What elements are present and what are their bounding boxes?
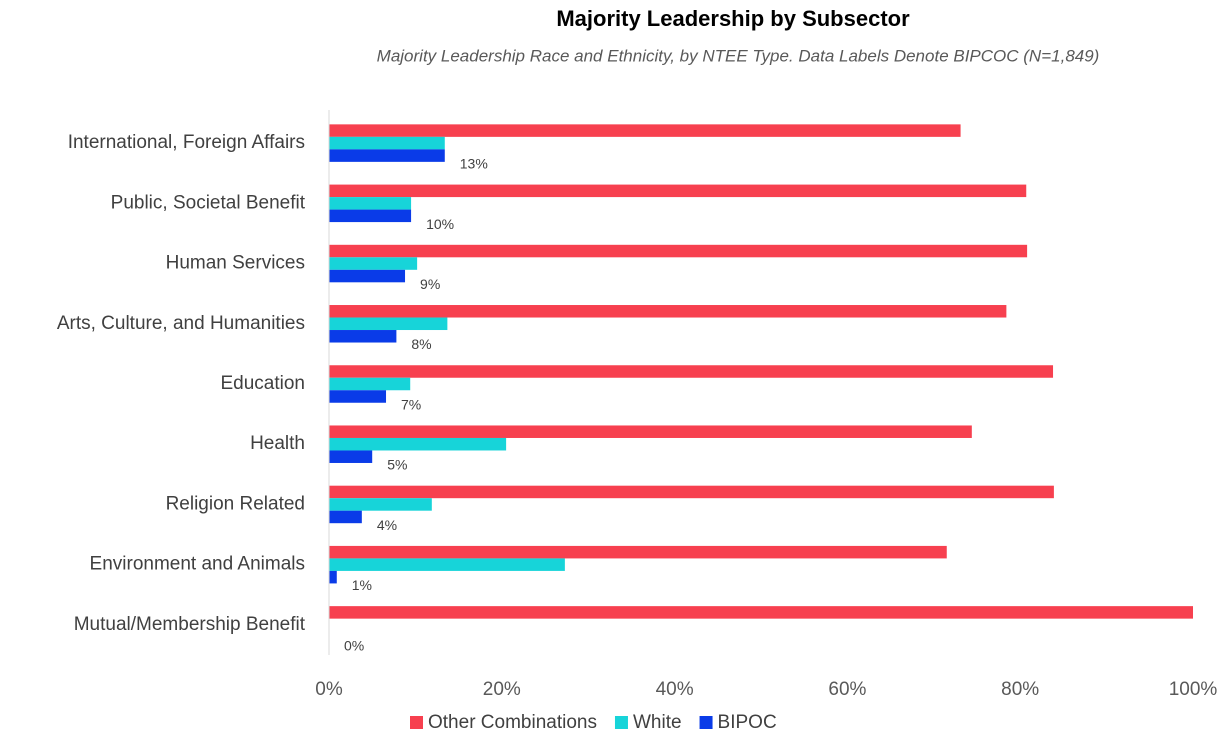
y-tick-label: Environment and Animals [90, 554, 305, 575]
bar [329, 305, 1007, 318]
legend-swatch [410, 716, 423, 729]
data-label: 8% [411, 336, 431, 352]
x-tick-label: 0% [315, 679, 343, 700]
bar [329, 365, 1054, 378]
bar [329, 377, 411, 391]
bar [329, 510, 362, 524]
bar [329, 425, 972, 438]
data-label: 9% [420, 276, 440, 292]
bar [329, 269, 406, 283]
y-tick-label: Mutual/Membership Benefit [74, 614, 306, 635]
bar [329, 124, 961, 137]
bar [329, 606, 1193, 619]
bar [329, 257, 418, 270]
bar [329, 437, 507, 451]
data-label: 4% [377, 517, 397, 533]
bar [329, 558, 565, 571]
bar [329, 197, 412, 210]
legend-swatch [614, 716, 628, 729]
x-tick-label: 80% [1001, 679, 1039, 700]
y-tick-label: Public, Societal Benefit [111, 192, 306, 213]
bar [329, 184, 1027, 198]
data-label: 0% [344, 637, 364, 653]
data-label: 13% [460, 156, 488, 172]
bar [329, 498, 432, 511]
data-label: 1% [352, 577, 372, 593]
chart-title: Majority Leadership by Subsector [556, 6, 910, 31]
bar [329, 330, 397, 343]
data-label: 7% [401, 396, 421, 412]
data-label: 10% [426, 216, 454, 232]
bar [329, 317, 448, 331]
y-tick-label: Education [220, 373, 305, 394]
bar [329, 570, 337, 584]
bar [329, 209, 412, 223]
y-tick-label: Human Services [166, 253, 305, 274]
bar [329, 244, 1028, 258]
x-tick-label: 20% [483, 679, 521, 700]
y-tick-label: Religion Related [166, 493, 305, 514]
bar [329, 450, 373, 463]
y-tick-label: Health [250, 433, 305, 454]
bar [329, 149, 445, 162]
x-tick-label: 60% [828, 679, 866, 700]
x-tick-label: 100% [1169, 679, 1218, 700]
bar [329, 390, 387, 403]
y-tick-label: Arts, Culture, and Humanities [57, 313, 305, 334]
bar [329, 136, 445, 150]
bar [329, 545, 947, 559]
legend-swatch [699, 716, 713, 729]
chart-subtitle: Majority Leadership Race and Ethnicity, … [377, 46, 1100, 65]
legend-label: Other Combinations [428, 712, 597, 733]
legend-label: White [633, 712, 682, 733]
y-tick-label: International, Foreign Affairs [68, 132, 305, 153]
x-tick-label: 40% [656, 679, 694, 700]
data-label: 5% [387, 457, 407, 473]
bar [329, 485, 1054, 499]
legend-label: BIPOC [718, 712, 777, 733]
